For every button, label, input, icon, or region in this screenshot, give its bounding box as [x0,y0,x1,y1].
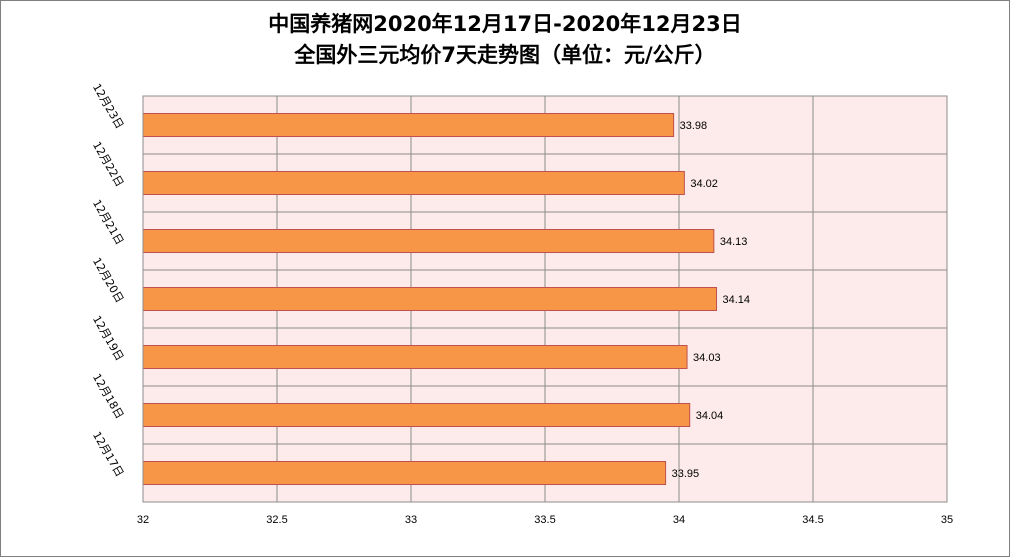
value-label-1: 34.04 [696,410,724,422]
x-tick-label-4: 34 [673,514,685,526]
bar-1 [142,403,691,427]
bar-3 [142,287,718,311]
bar-0 [142,461,667,485]
category-label-6: 12月23日 [90,81,126,131]
category-label-4: 12月21日 [90,197,126,247]
bar-2 [142,345,688,369]
category-label-2: 12月19日 [90,313,126,363]
value-label-4: 34.13 [720,236,748,248]
x-tick-label-6: 35 [941,514,953,526]
plot-border [142,95,948,503]
bar-6 [142,113,675,137]
value-label-layer: 33.95 34.04 34.03 34.14 34.13 34.02 33.98 [672,120,750,480]
value-label-6: 33.98 [680,120,708,132]
x-axis-tick-labels: 32 32.5 33 33.5 34 34.5 35 [137,514,953,526]
x-tick-label-3: 33.5 [534,514,555,526]
value-label-5: 34.02 [690,178,718,190]
x-tick-label-5: 34.5 [802,514,823,526]
value-label-0: 33.95 [672,468,700,480]
y-axis-category-labels: 12月17日 12月18日 12月19日 12月20日 12月21日 12月22日 12月2… [90,81,126,479]
value-label-3: 34.14 [723,294,751,306]
category-label-3: 12月20日 [90,255,126,305]
x-tick-label-2: 33 [405,514,417,526]
value-label-2: 34.03 [693,352,721,364]
x-tick-label-0: 32 [137,514,149,526]
bar-4 [142,229,715,253]
x-tick-label-1: 32.5 [266,514,287,526]
bar-5 [142,171,685,195]
category-label-0: 12月17日 [90,429,126,479]
chart-title: 中国养猪网2020年12月17日-2020年12月23日 全国外三元均价7天走势… [1,9,1009,71]
category-label-5: 12月22日 [90,139,126,189]
category-label-1: 12月18日 [90,371,126,421]
chart-title-line-2: 全国外三元均价7天走势图（单位：元/公斤） [294,43,716,67]
chart-title-line-1: 中国养猪网2020年12月17日-2020年12月23日 [268,12,742,36]
